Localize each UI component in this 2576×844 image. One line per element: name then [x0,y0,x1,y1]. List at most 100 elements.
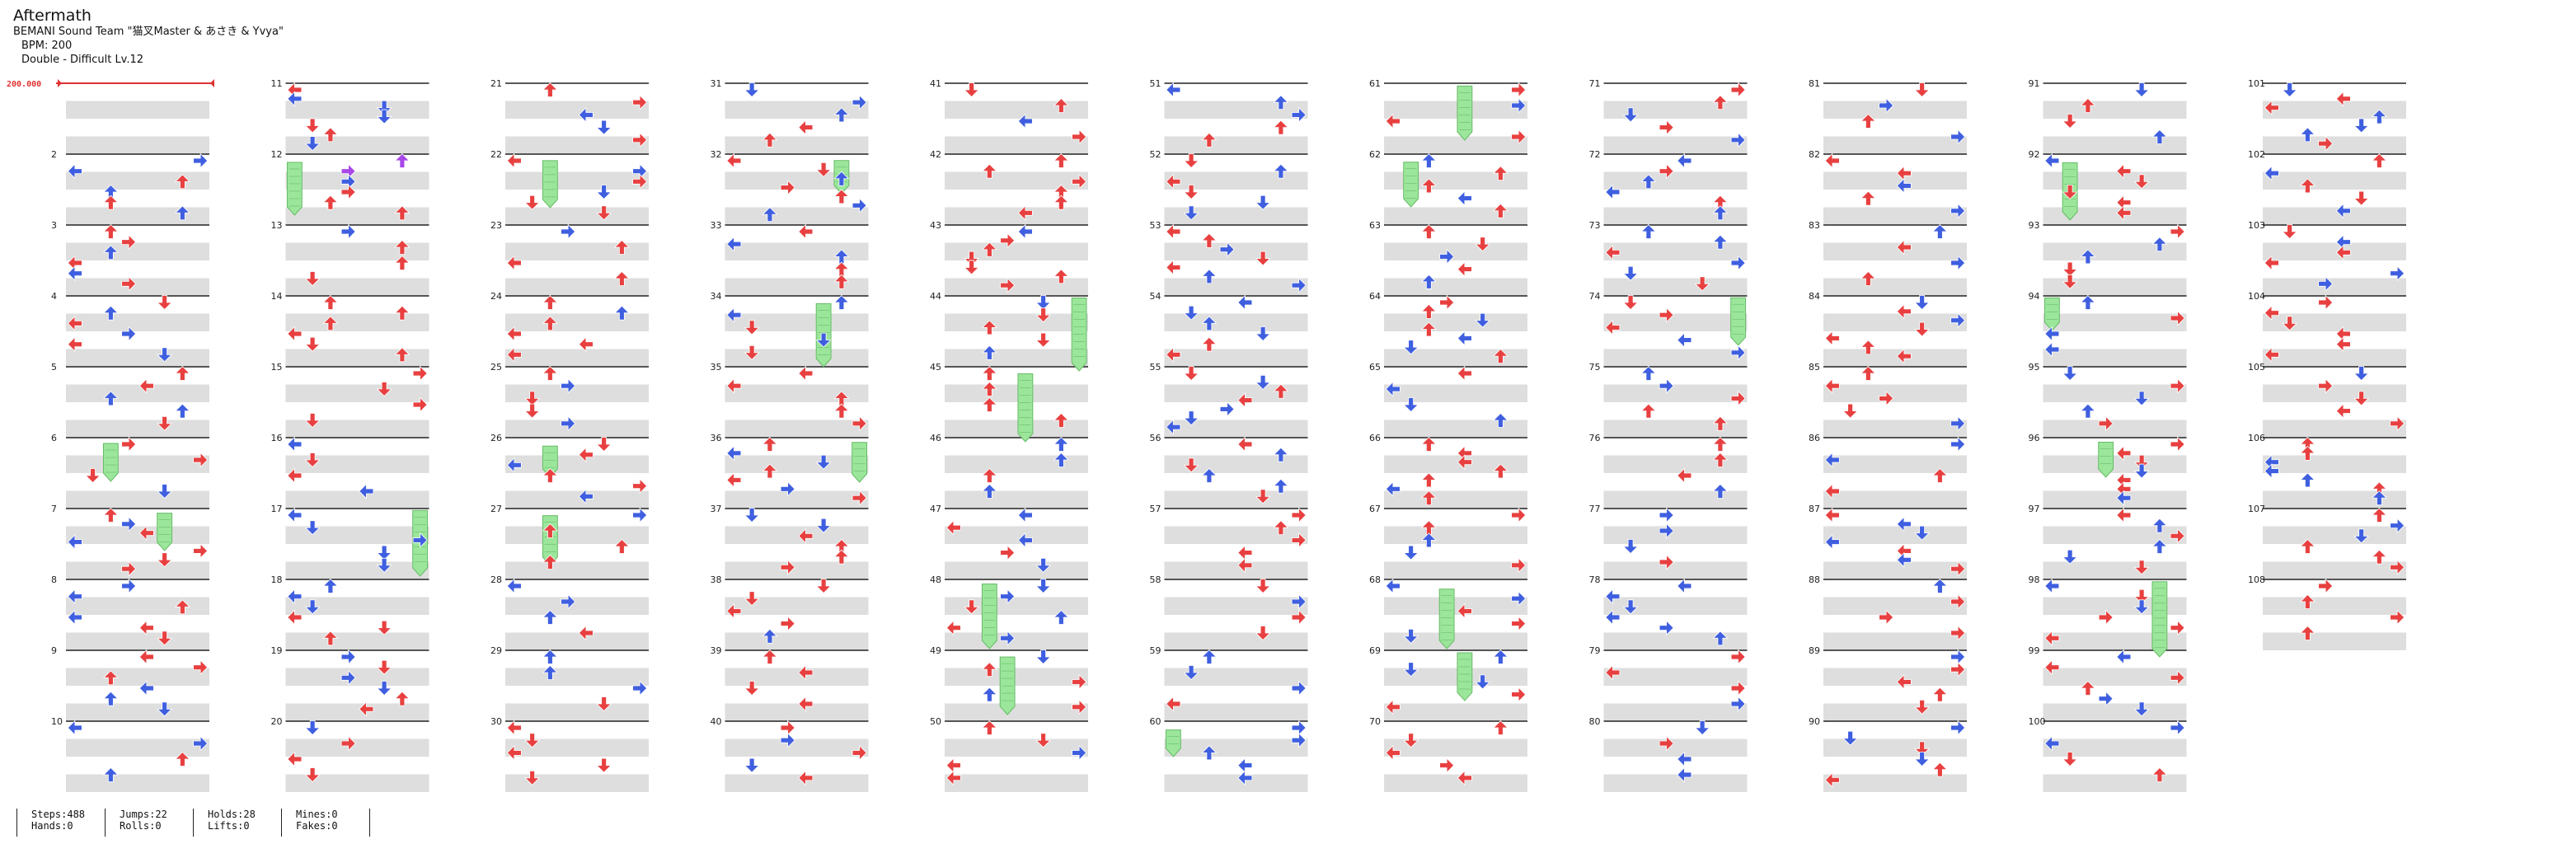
right-arrow [193,659,209,676]
left-arrow [1017,532,1033,548]
right-arrow [1219,401,1235,417]
beat-stripe [2043,171,2187,190]
beat-stripe [725,774,869,792]
right-arrow [1730,132,1746,148]
beat-stripe [2043,313,2187,331]
left-arrow [1017,223,1033,240]
beat-stripe [725,561,869,579]
down-arrow [304,452,321,468]
up-arrow [1273,163,1289,179]
measure-number: 61 [1369,78,1381,89]
up-arrow [1273,447,1289,462]
down-arrow [1255,489,1271,504]
beat-stripe [1164,136,1308,154]
hold-body [1403,162,1419,208]
right-arrow [1291,277,1307,293]
left-arrow [578,488,594,504]
bpm-marker-tick [58,79,62,87]
beat-stripe [1603,490,1748,509]
beat-stripe [1603,278,1748,296]
up-arrow [2371,490,2387,506]
down-arrow [1403,733,1419,748]
left-arrow [798,528,814,544]
up-arrow [762,132,778,148]
measure-number: 67 [1369,504,1381,514]
beat-stripe [1823,384,1967,402]
beat-stripe [1164,526,1308,544]
down-arrow [2353,118,2370,134]
beat-stripe [2043,420,2187,438]
measure-number: 27 [490,504,502,514]
beat-stripe [66,668,209,686]
up-arrow [2299,445,2316,461]
beat-stripe [725,703,869,721]
up-arrow [1053,269,1069,284]
beat-stripe [2263,207,2406,225]
down-arrow [1255,374,1271,390]
right-arrow [632,507,648,523]
measure-number: 56 [1150,433,1161,443]
measure-number: 11 [271,78,283,89]
beat-stripe [2043,242,2187,260]
down-arrow [815,162,832,177]
beat-stripe [1603,455,1748,473]
measure-number: 19 [271,645,283,656]
right-arrow [852,94,867,110]
beat-stripe [2043,136,2187,154]
up-arrow [1640,365,1657,381]
left-arrow [359,483,374,499]
beat-stripe [1603,738,1748,757]
beat-stripe [1603,136,1748,154]
right-arrow [121,436,137,452]
beat-stripe [505,242,649,260]
right-arrow [2390,415,2405,432]
measure-number: 23 [490,220,502,231]
measure-number: 70 [1369,716,1381,727]
right-arrow [2170,310,2185,326]
down-arrow [376,620,392,635]
right-arrow [1659,507,1674,523]
up-arrow [1420,178,1437,194]
left-arrow [138,620,154,636]
down-arrow [1183,366,1199,382]
up-arrow [981,365,997,381]
measure-number: 69 [1369,645,1381,656]
up-arrow [1860,340,1876,355]
left-arrow [1457,365,1472,382]
up-arrow [102,245,119,260]
right-arrow [1950,649,1966,665]
up-arrow [613,305,630,321]
down-arrow [1183,457,1199,473]
measure-number: 25 [490,362,502,373]
down-arrow [744,345,760,360]
right-arrow [1219,241,1235,258]
up-arrow [2080,294,2096,310]
up-arrow [102,223,119,239]
beat-stripe [1823,171,1967,190]
measure-number: 66 [1369,433,1381,443]
right-arrow [1000,588,1016,605]
up-arrow [2371,507,2387,523]
beat-stripe [66,171,209,190]
left-arrow [287,507,303,523]
up-arrow [981,483,997,499]
down-arrow [1622,599,1639,615]
left-arrow [1166,696,1181,712]
measure-number: 46 [930,433,941,443]
measure-number: 51 [1150,78,1161,89]
right-arrow [1659,307,1674,323]
beat-stripe [1823,207,1967,225]
beat-stripe [2263,278,2406,296]
down-arrow [2133,454,2150,470]
right-arrow [1511,507,1527,523]
measure-number: 33 [711,220,722,231]
beat-stripe [725,349,869,367]
right-arrow [2390,609,2405,626]
left-arrow [2116,445,2132,462]
beat-stripe [1384,774,1527,792]
right-arrow [1659,523,1674,539]
beat-stripe [2263,171,2406,190]
down-arrow [2062,549,2078,565]
measure-number: 6 [51,433,57,443]
down-arrow [2133,588,2150,604]
